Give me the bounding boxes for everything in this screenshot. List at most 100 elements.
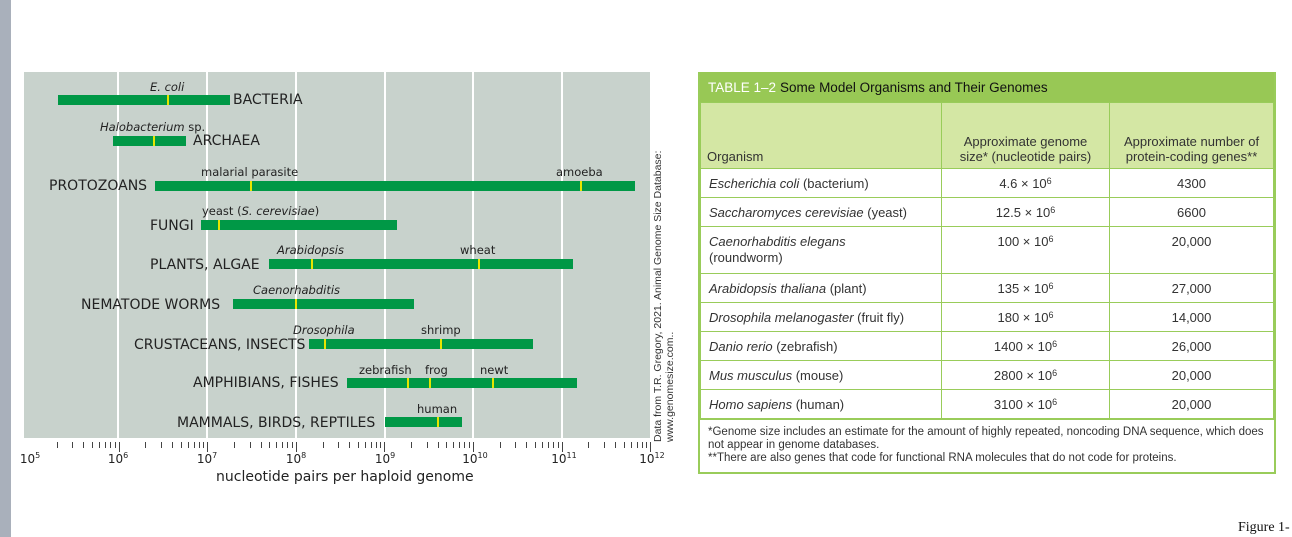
xtick-1e11: 1011 bbox=[551, 451, 577, 466]
x-axis-tick bbox=[198, 442, 200, 448]
table-row: Mus musculus (mouse) 2800 × 106 20,000 bbox=[700, 360, 1274, 390]
xtick-exp: 12 bbox=[654, 451, 665, 460]
organism-species: Arabidopsis thaliana bbox=[709, 281, 827, 296]
x-axis-tick bbox=[282, 442, 284, 448]
marker-malarial-parasite bbox=[250, 181, 252, 191]
x-axis-tick bbox=[515, 442, 517, 448]
x-axis-tick bbox=[437, 442, 439, 448]
xtick-1e8: 108 bbox=[286, 451, 306, 466]
organism-species: Drosophila melanogaster bbox=[709, 310, 854, 325]
credit-line-2: www.genomesize.com.. bbox=[664, 331, 676, 442]
marker-caenorhabditis bbox=[295, 299, 297, 309]
x-axis-tick bbox=[553, 442, 554, 448]
cell-organism: Homo sapiens (human) bbox=[700, 389, 942, 419]
table-row: Arabidopsis thaliana (plant) 135 × 106 27,… bbox=[700, 273, 1274, 303]
x-axis-tick bbox=[561, 442, 563, 452]
marker-halobacterium bbox=[153, 136, 155, 146]
x-axis-tick bbox=[380, 442, 382, 448]
organism-species: Mus musculus bbox=[709, 368, 793, 383]
organism-species: Caenorhabditis elegans bbox=[709, 234, 846, 249]
label-zebrafish: zebrafish bbox=[359, 363, 412, 377]
organism-common-name: (yeast) bbox=[863, 205, 907, 220]
label-wheat: wheat bbox=[460, 243, 496, 257]
x-axis-tick bbox=[459, 442, 461, 448]
group-label-bacteria: BACTERIA bbox=[233, 92, 303, 108]
x-axis-tick bbox=[114, 442, 116, 448]
marker-frog bbox=[429, 378, 431, 388]
x-axis-tick bbox=[541, 442, 543, 448]
xtick-exp: 11 bbox=[566, 451, 577, 460]
organism-species: Homo sapiens bbox=[709, 397, 793, 412]
x-axis-tick bbox=[160, 442, 162, 448]
label-frog: frog bbox=[425, 363, 448, 377]
label-halobacterium-sp: sp. bbox=[184, 120, 206, 134]
x-axis-tick bbox=[322, 442, 324, 448]
x-axis-tick bbox=[295, 442, 297, 452]
group-label-nematode-worms: NEMATODE WORMS bbox=[81, 297, 221, 313]
bar-bacteria bbox=[58, 95, 230, 105]
cell-genome-size: 12.5 × 106 bbox=[941, 197, 1110, 227]
group-label-plants-algae: PLANTS, ALGAE bbox=[150, 257, 260, 273]
marker-zebrafish bbox=[407, 378, 409, 388]
marker-yeast bbox=[218, 220, 220, 230]
x-axis-tick bbox=[499, 442, 501, 448]
figure-label: Figure 1- bbox=[1238, 520, 1290, 535]
label-ecoli: E. coli bbox=[150, 80, 185, 94]
group-label-amphibians-fishes: AMPHIBIANS, FISHES bbox=[193, 375, 339, 391]
genome-size-mantissa: 12.5 × 10 bbox=[995, 205, 1051, 220]
bar-protozoans bbox=[155, 181, 635, 191]
x-axis-label: nucleotide pairs per haploid genome bbox=[216, 469, 474, 485]
marker-arabidopsis bbox=[311, 259, 313, 269]
x-axis-tick bbox=[193, 442, 195, 448]
x-axis-tick bbox=[349, 442, 351, 448]
bar-crustaceans-insects bbox=[309, 339, 533, 349]
label-newt: newt bbox=[480, 363, 509, 377]
x-axis-tick bbox=[473, 442, 474, 452]
label-yeast-common: yeast ( bbox=[202, 204, 242, 218]
organism-species: Saccharomyces cerevisiae bbox=[709, 205, 864, 220]
xtick-1e6: 106 bbox=[107, 451, 128, 466]
genome-size-mantissa: 4.6 × 10 bbox=[999, 176, 1047, 191]
genome-size-mantissa: 180 × 10 bbox=[997, 310, 1049, 325]
gridline-1e8 bbox=[295, 72, 297, 438]
x-axis-tick bbox=[547, 442, 549, 448]
xtick-base: 10 bbox=[551, 452, 567, 466]
table-row: Danio rerio (zebrafish) 1400 × 106 26,000 bbox=[700, 331, 1274, 361]
gridline-1e10 bbox=[472, 72, 474, 438]
genome-size-mantissa: 135 × 10 bbox=[997, 281, 1049, 296]
cell-gene-count: 20,000 bbox=[1109, 226, 1274, 274]
genome-size-mantissa: 1400 × 10 bbox=[993, 339, 1053, 354]
x-axis-tick bbox=[464, 442, 466, 448]
genome-size-mantissa: 3100 × 10 bbox=[993, 397, 1053, 412]
header-gene-count: Approximate number of protein-coding gen… bbox=[1109, 102, 1274, 169]
xtick-exp: 10 bbox=[477, 451, 488, 460]
genome-size-exponent: 6 bbox=[1046, 176, 1052, 186]
xtick-base: 10 bbox=[19, 452, 36, 466]
table-title: TABLE 1–2 Some Model Organisms and Their… bbox=[700, 72, 1274, 102]
table-footnotes: *Genome size includes an estimate for th… bbox=[700, 419, 1274, 472]
x-axis-tick bbox=[56, 442, 58, 448]
xtick-1e7: 107 bbox=[197, 451, 217, 466]
table-number: TABLE 1–2 bbox=[708, 79, 777, 95]
gridline-1e9 bbox=[384, 72, 386, 438]
x-axis-tick bbox=[364, 442, 366, 448]
xtick-1e9: 109 bbox=[375, 451, 395, 466]
marker-human bbox=[437, 417, 439, 427]
footnote-genome-size: *Genome size includes an estimate for th… bbox=[708, 426, 1264, 451]
x-axis-tick bbox=[650, 442, 652, 452]
cell-organism: Saccharomyces cerevisiae (yeast) bbox=[700, 197, 942, 227]
x-axis-tick bbox=[118, 442, 120, 452]
organism-common-name: (plant) bbox=[826, 281, 867, 296]
cell-gene-count: 26,000 bbox=[1109, 331, 1274, 361]
x-axis-tick bbox=[203, 442, 205, 448]
cell-organism: Escherichia coli (bacterium) bbox=[700, 168, 942, 198]
x-axis-tick bbox=[623, 442, 625, 448]
x-axis-tick bbox=[384, 442, 386, 452]
xtick-base: 10 bbox=[107, 452, 124, 466]
genome-size-chart: E. coli BACTERIA Halobacterium sp. ARCHA… bbox=[19, 72, 676, 485]
cell-gene-count: 27,000 bbox=[1109, 273, 1274, 303]
cell-organism: Drosophila melanogaster (fruit fly) bbox=[700, 302, 942, 332]
cell-genome-size: 180 × 106 bbox=[941, 302, 1110, 332]
cell-gene-count: 14,000 bbox=[1109, 302, 1274, 332]
bar-fungi bbox=[201, 220, 397, 230]
